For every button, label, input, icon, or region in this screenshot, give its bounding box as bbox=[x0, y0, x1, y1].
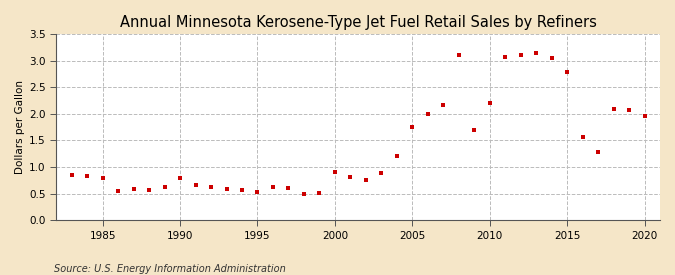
Title: Annual Minnesota Kerosene-Type Jet Fuel Retail Sales by Refiners: Annual Minnesota Kerosene-Type Jet Fuel … bbox=[119, 15, 597, 30]
Y-axis label: Dollars per Gallon: Dollars per Gallon bbox=[15, 80, 25, 174]
Text: Source: U.S. Energy Information Administration: Source: U.S. Energy Information Administ… bbox=[54, 264, 286, 274]
